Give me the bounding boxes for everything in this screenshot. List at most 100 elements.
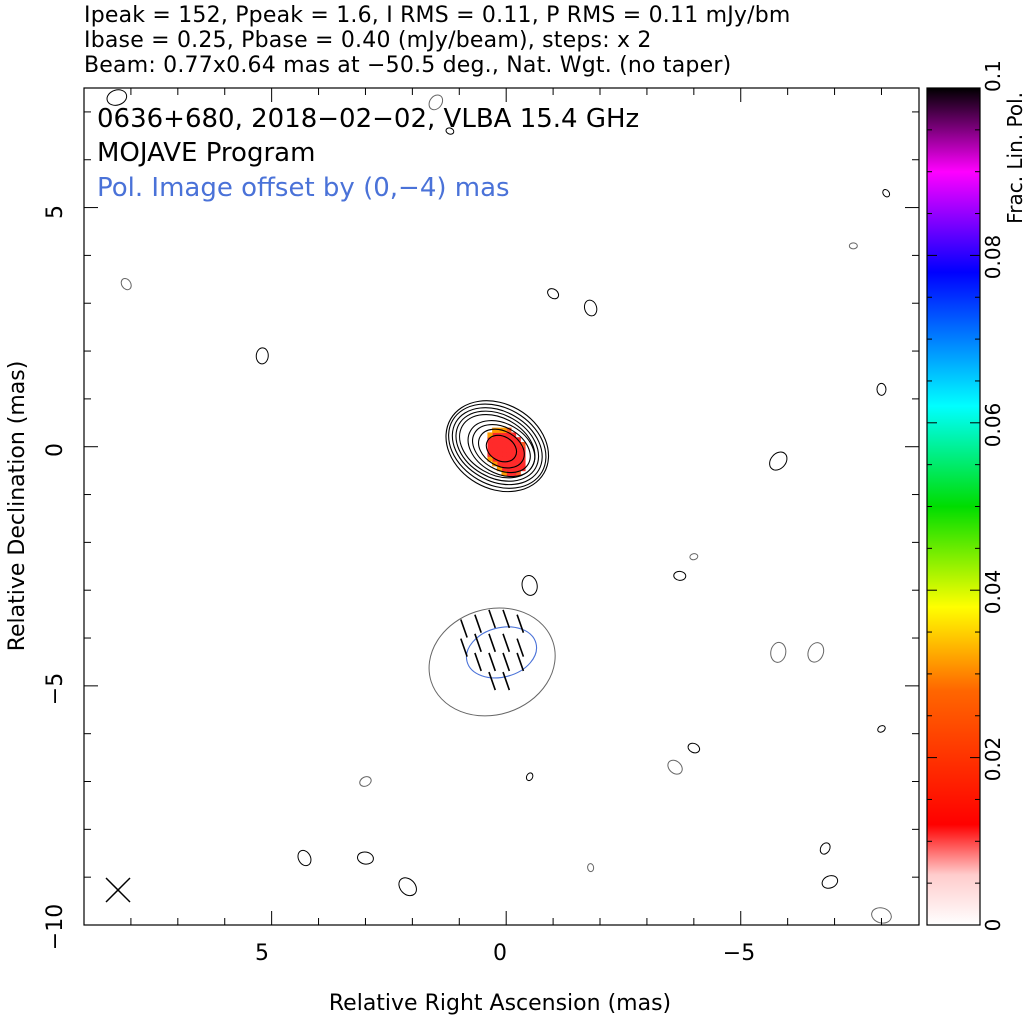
colorbar: [926, 87, 981, 926]
pol-pixel: [492, 432, 498, 438]
pol-pixel: [506, 470, 512, 476]
pol-pixel: [506, 465, 512, 472]
y-tick-label-0: 0: [43, 443, 68, 457]
evpa-tick: [516, 652, 525, 672]
noise-contour: [445, 127, 455, 135]
i-contour: [467, 420, 536, 478]
pol-pixel: [510, 446, 517, 453]
pol-pixel: [515, 461, 521, 467]
pol-pixel: [501, 446, 507, 453]
noise-contour: [882, 189, 891, 198]
pol-pixel: [492, 451, 498, 457]
evpa-tick: [502, 671, 511, 691]
noise-contour: [673, 570, 687, 581]
pol-pixel: [492, 437, 498, 443]
pol-pixel: [515, 441, 521, 448]
pol-pixel: [510, 461, 517, 467]
pol-pixel: [520, 446, 526, 453]
noise-contour: [428, 94, 444, 111]
pol-pixel: [515, 451, 521, 457]
y-tick-label-neg10: −10: [43, 904, 68, 950]
pol-pixel: [501, 437, 507, 443]
i-contour: [451, 407, 543, 486]
noise-contour: [769, 451, 788, 471]
x-axis-label: Relative Right Ascension (mas): [329, 991, 671, 1016]
pol-pixel: [501, 470, 507, 476]
evpa-tick: [502, 633, 511, 653]
pol-pixel: [496, 465, 503, 472]
evpa-tick: [474, 633, 482, 653]
y-axis-label: Relative Declination (mas): [5, 361, 30, 652]
evpa-tick: [474, 652, 482, 672]
pol-pixel: [520, 461, 526, 467]
i-contour: [455, 410, 540, 482]
pol-pixel: [506, 432, 512, 438]
pol-pixel: [515, 456, 521, 462]
polarization-image-offset: [428, 607, 556, 717]
pol-pixel: [487, 456, 493, 462]
i-contour: [485, 434, 518, 463]
pol-pixel: [487, 446, 493, 453]
pol-pixel: [506, 451, 512, 457]
pol-pixel: [496, 437, 503, 443]
pol-pixel: [515, 446, 521, 453]
header-line-base: Ibase = 0.25, Pbase = 0.40 (mJy/beam), s…: [84, 28, 652, 53]
noise-contour: [255, 347, 269, 365]
pol-pixel: [501, 456, 507, 462]
header-line-peaks: Ipeak = 152, Ppeak = 1.6, I RMS = 0.11, …: [84, 3, 791, 28]
evpa-tick: [460, 638, 468, 657]
i-contour: [445, 400, 550, 493]
colorbar-label: Frac. Lin. Pol.: [1003, 92, 1027, 224]
colorbar-tick-008: 0.08: [981, 235, 1005, 280]
noise-contour: [689, 553, 699, 561]
pol-pixel: [510, 465, 517, 472]
pol-pixel: [496, 446, 503, 453]
colorbar-ticks: [927, 87, 980, 926]
colorbar-tick-006: 0.06: [981, 403, 1005, 448]
noise-contour: [106, 89, 128, 106]
axis-ticks: [84, 88, 919, 926]
pol-pixel: [487, 441, 493, 448]
noise-contour: [587, 863, 595, 873]
pol-pixel: [506, 427, 512, 433]
i-contour: [472, 424, 531, 474]
noise-contour: [877, 725, 886, 733]
i-contour: [448, 403, 547, 489]
pol-pixel: [515, 470, 521, 476]
pol-pixel: [510, 432, 517, 438]
pol-pixel: [510, 437, 517, 443]
y-tick-label-5: 5: [43, 205, 68, 219]
noise-contour: [525, 772, 534, 782]
pol-pixel: [496, 451, 503, 457]
pol-pixel: [496, 427, 503, 433]
evpa-tick: [502, 652, 511, 672]
evpa-tick: [488, 671, 497, 691]
noise-contour: [807, 642, 825, 663]
source-annotation: 0636+680, 2018−02−02, VLBA 15.4 GHz: [97, 104, 639, 134]
header-line-beam: Beam: 0.77x0.64 mas at −50.5 deg., Nat. …: [84, 53, 732, 78]
pol-pixel: [492, 441, 498, 448]
noise-contour: [871, 907, 892, 924]
pol-pixel: [501, 432, 507, 438]
noise-contour: [297, 849, 312, 867]
noise-contour: [687, 742, 701, 754]
i-contour: [478, 428, 525, 469]
evpa-tick: [460, 619, 468, 638]
noise-contour: [667, 759, 683, 775]
pol-pixel: [506, 446, 512, 453]
pol-pixel: [487, 432, 493, 438]
pol-pixel: [496, 441, 503, 448]
pol-pixel: [496, 456, 503, 462]
pol-pixel: [492, 461, 498, 467]
program-annotation: MOJAVE Program: [97, 138, 315, 168]
pol-pixel: [515, 465, 521, 472]
pol-pixel: [492, 446, 498, 453]
noise-contour: [819, 842, 831, 855]
pol-pixel: [510, 451, 517, 457]
noise-contour: [876, 382, 887, 396]
evpa-tick: [488, 652, 497, 672]
pol-pixel: [506, 461, 512, 467]
pol-pixel: [506, 441, 512, 448]
pol-pixel: [496, 461, 503, 467]
